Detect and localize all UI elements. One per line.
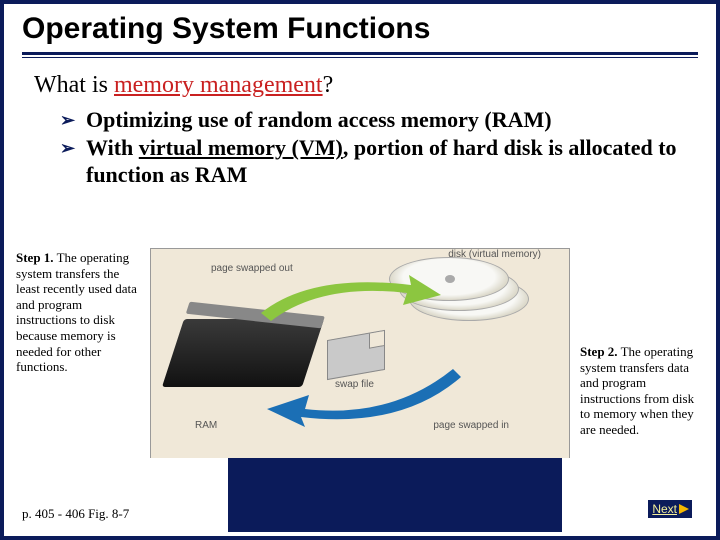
next-button[interactable]: Next	[648, 500, 692, 518]
bullet-marker-icon: ➢	[60, 107, 86, 133]
question-line: What is memory management?	[4, 58, 716, 107]
bullet-item: ➢ With virtual memory (VM), portion of h…	[60, 135, 686, 188]
page-title: Operating System Functions	[22, 12, 698, 46]
step2-label: Step 2.	[580, 344, 618, 359]
label-ram: RAM	[195, 420, 217, 431]
arrow-out-icon	[251, 273, 451, 338]
bullet-underline: virtual memory (VM)	[139, 135, 343, 160]
step1-label: Step 1.	[16, 250, 54, 265]
vm-figure: disk (virtual memory) page swapped out s…	[150, 248, 570, 460]
bullet-text: With virtual memory (VM), portion of har…	[86, 135, 686, 188]
bullet-marker-icon: ➢	[60, 135, 86, 188]
divider-thick	[22, 52, 698, 55]
question-suffix: ?	[323, 72, 334, 98]
bullet-list: ➢ Optimizing use of random access memory…	[4, 107, 716, 188]
step1-caption: Step 1. The operating system transfers t…	[8, 244, 148, 464]
title-area: Operating System Functions	[4, 4, 716, 58]
question-highlight: memory management	[114, 72, 323, 98]
step1-text: The operating system transfers the least…	[16, 250, 137, 374]
question-prefix: What is	[34, 72, 114, 98]
step2-caption: Step 2. The operating system transfers d…	[572, 244, 712, 464]
next-arrow-icon	[679, 504, 689, 514]
page-ref: p. 405 - 406 Fig. 8-7	[22, 506, 129, 522]
bullet-item: ➢ Optimizing use of random access memory…	[60, 107, 686, 133]
figure-row: Step 1. The operating system transfers t…	[8, 244, 712, 464]
arrow-in-icon	[261, 369, 481, 444]
bullet-text: Optimizing use of random access memory (…	[86, 107, 686, 133]
footer-white-right	[562, 458, 712, 532]
slide: Operating System Functions What is memor…	[4, 4, 716, 536]
next-label: Next	[652, 502, 677, 516]
